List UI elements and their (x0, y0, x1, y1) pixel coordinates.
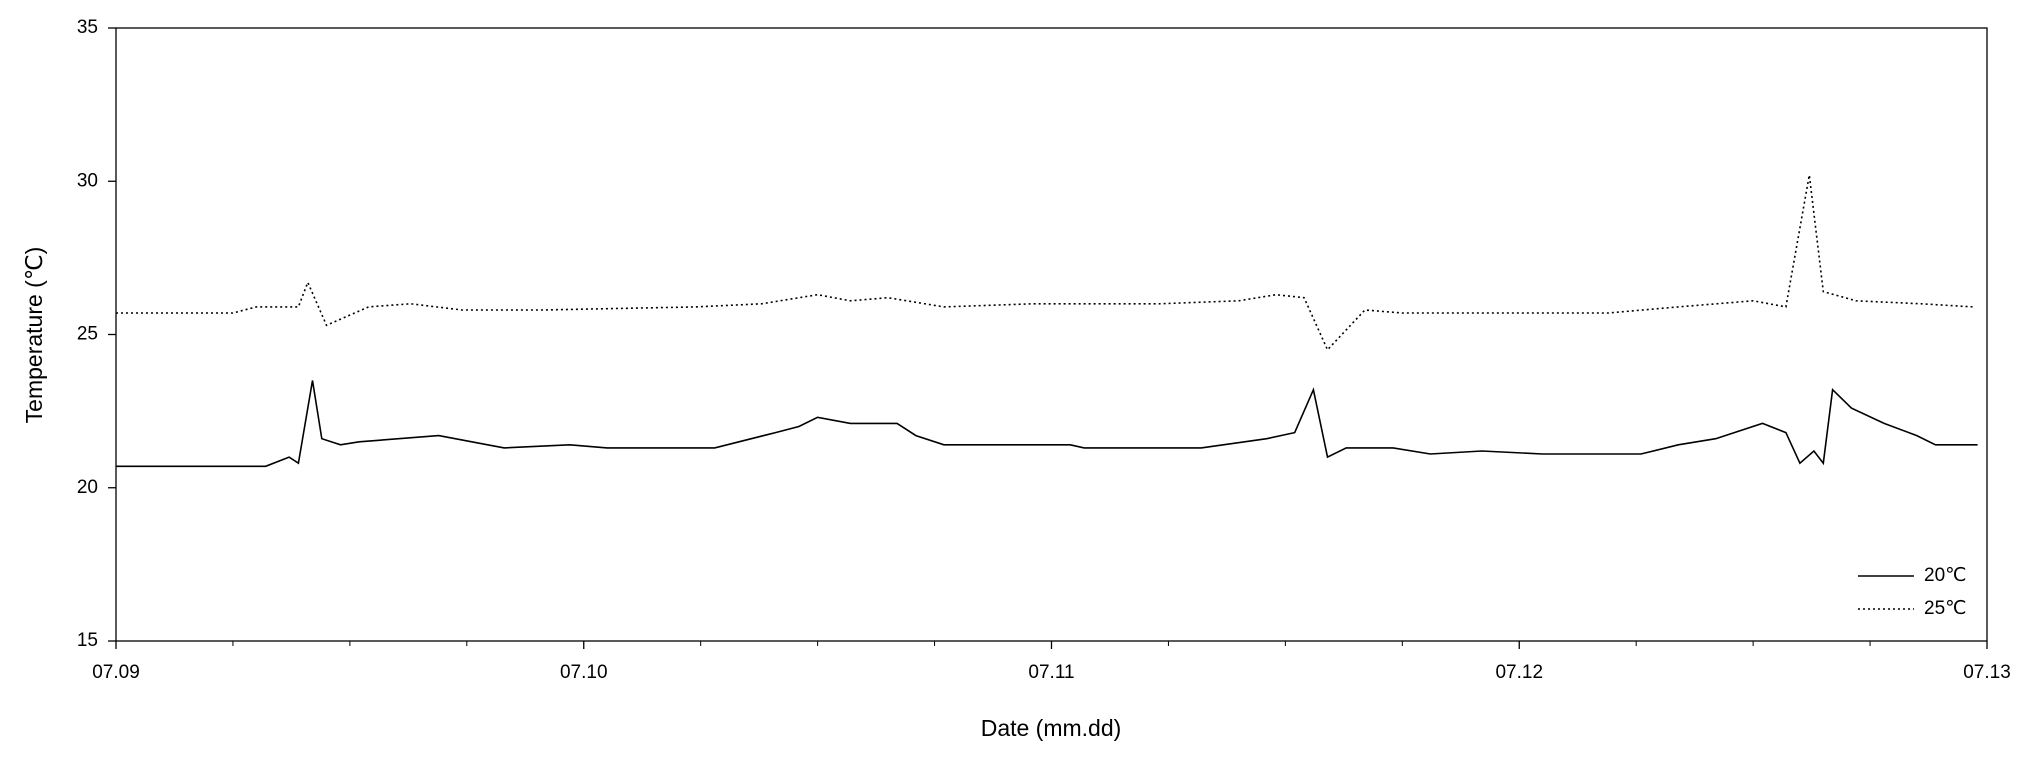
legend-label: 25℃ (1924, 598, 1966, 619)
x-tick-label: 07.12 (1495, 662, 1543, 683)
legend-label: 20℃ (1924, 565, 1966, 586)
y-tick-label: 20 (77, 477, 98, 498)
x-tick-label: 07.10 (560, 662, 608, 683)
y-axis-label: Temperature (℃) (21, 247, 47, 424)
x-tick-label: 07.13 (1963, 662, 2011, 683)
plot-frame (115, 27, 1988, 642)
x-tick-label: 07.09 (92, 662, 140, 683)
series-line (116, 174, 1974, 352)
y-tick-label: 25 (77, 324, 98, 345)
series-line (116, 380, 1978, 468)
x-axis-label: Date (mm.dd) (981, 715, 1122, 741)
y-tick-label: 30 (77, 170, 98, 191)
x-tick-label: 07.11 (1028, 662, 1074, 683)
y-tick-label: 35 (77, 17, 98, 38)
y-tick-label: 15 (77, 630, 98, 651)
